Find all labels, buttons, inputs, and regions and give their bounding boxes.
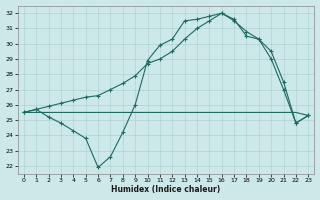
X-axis label: Humidex (Indice chaleur): Humidex (Indice chaleur): [111, 185, 221, 194]
